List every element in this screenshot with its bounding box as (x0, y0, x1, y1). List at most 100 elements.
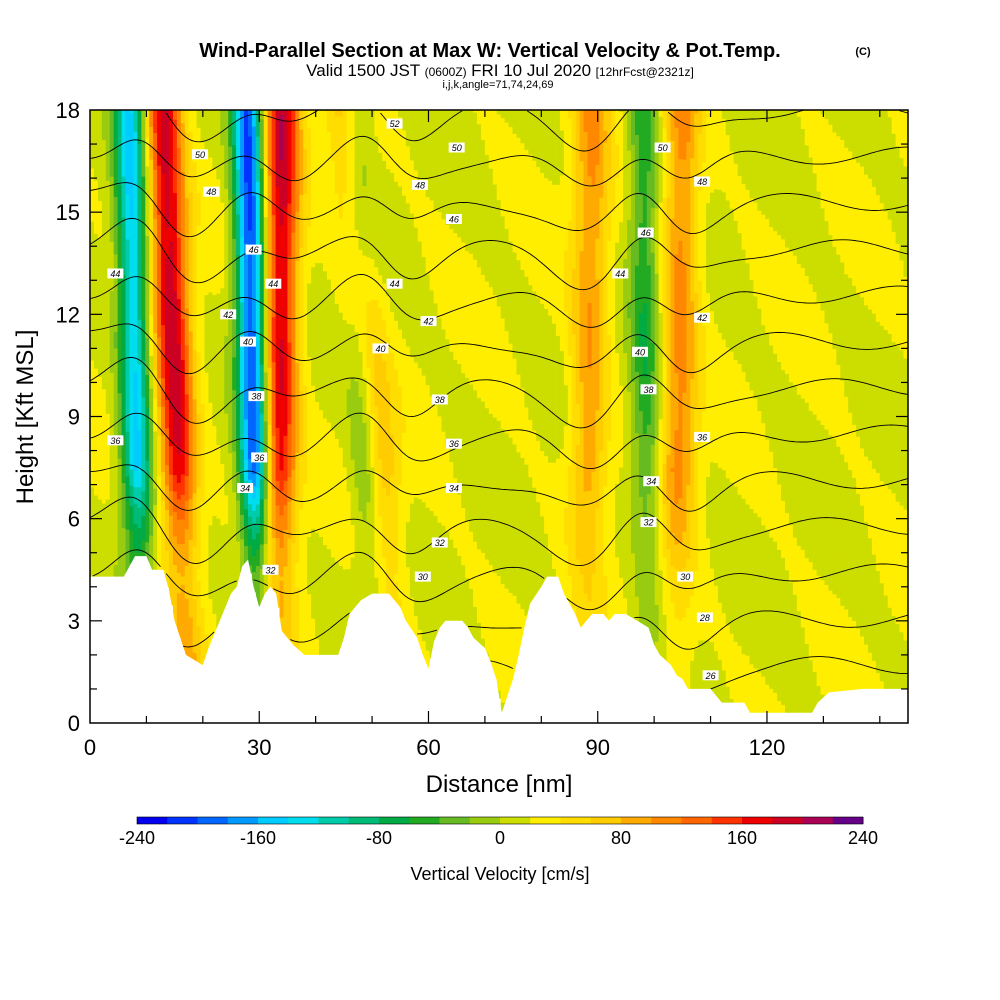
velocity-cell (184, 320, 190, 325)
velocity-cell (157, 193, 162, 199)
velocity-cell (153, 532, 158, 538)
velocity-cell (244, 271, 249, 277)
velocity-cell (236, 536, 241, 542)
velocity-cell (176, 286, 182, 291)
velocity-cell (212, 278, 217, 283)
velocity-cell (228, 240, 233, 245)
velocity-cell (208, 267, 214, 273)
velocity-cell (232, 262, 237, 268)
velocity-cell (176, 122, 182, 128)
velocity-cell (172, 470, 178, 476)
velocity-cell (113, 327, 119, 332)
velocity-cell (125, 112, 131, 117)
velocity-cell (224, 327, 229, 332)
velocity-cell (176, 400, 182, 406)
velocity-cell (121, 523, 127, 529)
velocity-cell (93, 114, 99, 120)
velocity-cell (161, 242, 166, 248)
velocity-cell (153, 471, 158, 477)
velocity-cell (153, 537, 158, 542)
velocity-cell (200, 476, 206, 482)
velocity-cell (109, 200, 115, 206)
velocity-cell (141, 437, 146, 443)
velocity-cell (97, 131, 103, 136)
velocity-cell (184, 585, 190, 591)
velocity-cell (192, 537, 198, 543)
velocity-cell (172, 568, 178, 574)
velocity-cell (204, 114, 210, 120)
velocity-cell (121, 171, 127, 177)
velocity-cell (90, 560, 95, 565)
velocity-cell (208, 594, 214, 599)
velocity-cell (220, 136, 225, 142)
velocity-cell (149, 530, 154, 536)
velocity-cell (101, 568, 107, 574)
velocity-cell (247, 381, 253, 386)
velocity-cell (192, 459, 198, 465)
velocity-cell (145, 456, 150, 461)
velocity-cell (188, 625, 194, 630)
velocity-cell (109, 417, 115, 422)
velocity-cell (133, 114, 138, 120)
velocity-cell (90, 200, 95, 206)
velocity-cell (101, 310, 107, 316)
velocity-cell (188, 486, 194, 491)
velocity-cell (97, 216, 103, 222)
velocity-cell (204, 318, 210, 324)
velocity-cell (149, 236, 154, 242)
velocity-cell (172, 200, 178, 206)
velocity-cell (165, 521, 170, 527)
velocity-cell (101, 315, 107, 320)
velocity-cell (232, 226, 237, 231)
velocity-cell (192, 296, 198, 302)
velocity-cell (97, 343, 103, 349)
velocity-cell (228, 558, 233, 564)
velocity-cell (101, 388, 107, 394)
velocity-cell (204, 135, 210, 140)
velocity-cell (228, 366, 233, 372)
velocity-cell (129, 264, 135, 270)
velocity-cell (141, 196, 146, 202)
velocity-cell (224, 368, 229, 373)
velocity-cell (157, 128, 162, 134)
velocity-cell (165, 350, 170, 355)
velocity-cell (161, 283, 166, 289)
velocity-cell (184, 639, 190, 644)
velocity-cell (196, 588, 202, 594)
velocity-cell (157, 300, 162, 305)
velocity-cell (149, 187, 154, 193)
velocity-cell (153, 488, 158, 493)
velocity-cell (184, 540, 190, 546)
velocity-cell (184, 500, 190, 505)
velocity-cell (113, 118, 119, 124)
velocity-cell (121, 127, 127, 132)
velocity-cell (168, 531, 174, 537)
velocity-cell (220, 594, 225, 599)
velocity-cell (204, 555, 210, 561)
velocity-cell (216, 603, 221, 609)
velocity-cell (97, 290, 103, 296)
velocity-cell (180, 608, 186, 614)
velocity-cell (93, 331, 99, 337)
velocity-cell (180, 130, 186, 136)
velocity-cell (137, 151, 142, 157)
velocity-cell (240, 555, 245, 560)
velocity-cell (141, 298, 146, 304)
velocity-cell (224, 466, 229, 471)
velocity-cell (105, 257, 111, 263)
velocity-cell (216, 174, 221, 180)
velocity-cell (180, 514, 186, 520)
velocity-cell (224, 507, 229, 512)
velocity-cell (149, 183, 154, 189)
velocity-cell (224, 588, 229, 594)
velocity-cell (97, 388, 103, 394)
velocity-cell (204, 421, 210, 426)
velocity-cell (93, 498, 99, 504)
velocity-cell (117, 180, 123, 185)
velocity-cell (161, 402, 166, 407)
velocity-cell (244, 431, 249, 436)
velocity-cell (196, 347, 202, 353)
velocity-cell (244, 194, 249, 199)
velocity-cell (176, 490, 182, 496)
velocity-cell (196, 327, 202, 333)
